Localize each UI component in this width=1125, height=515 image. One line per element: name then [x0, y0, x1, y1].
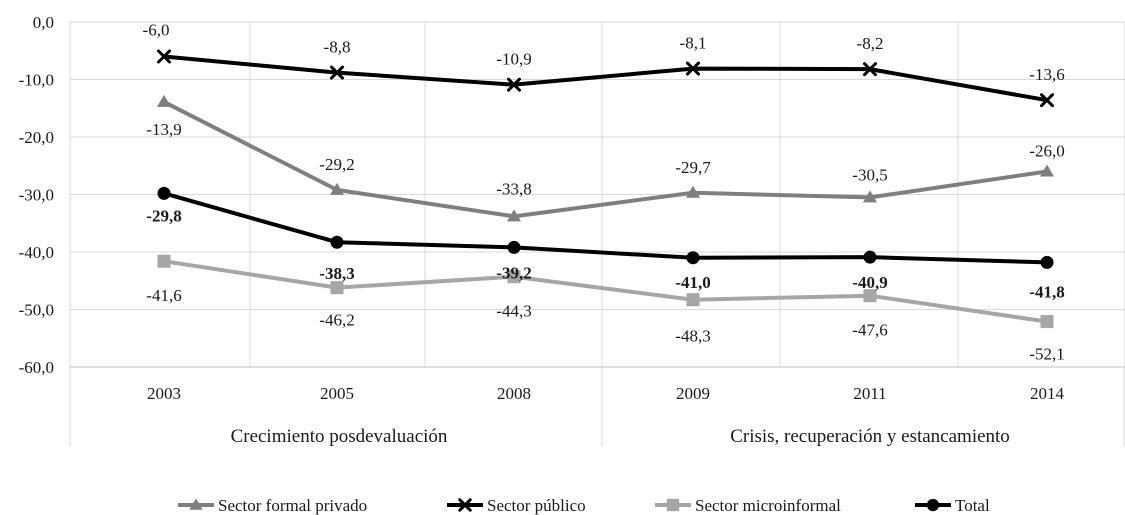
data-label: -13,6: [1029, 65, 1064, 84]
data-label: -44,3: [496, 302, 531, 321]
series-x: [157, 49, 1054, 108]
square-marker: [686, 293, 700, 307]
y-tick-label: -20,0: [19, 128, 54, 147]
circle-marker: [157, 186, 171, 200]
data-label: -8,1: [680, 34, 707, 53]
square-marker: [863, 289, 877, 303]
x-marker: [330, 65, 344, 80]
series-line: [163, 259, 1048, 324]
series-triangle: [157, 94, 1054, 222]
x-tick-label: 2011: [853, 384, 886, 403]
y-tick-label: -10,0: [19, 71, 54, 90]
category-group-label: Crisis, recuperación y estancamiento: [730, 426, 1010, 447]
x-tick-label: 2003: [147, 384, 181, 403]
data-label: -6,0: [143, 21, 170, 40]
triangle-marker: [1040, 164, 1054, 177]
legend-label: Sector formal privado: [218, 496, 367, 515]
x-marker: [458, 498, 472, 512]
data-label: -41,8: [1029, 282, 1064, 301]
data-label: -8,8: [324, 38, 351, 57]
x-tick-label: 2005: [320, 384, 354, 403]
data-label: -33,8: [496, 179, 531, 198]
x-marker: [157, 49, 171, 64]
data-label: -46,2: [319, 311, 354, 330]
legend-entry: Sector público: [447, 496, 586, 515]
data-label: -10,9: [496, 50, 531, 69]
x-tick-label: 2008: [497, 384, 531, 403]
square-marker: [330, 281, 344, 295]
series-circle: [157, 186, 1054, 269]
series-square: [157, 254, 1054, 329]
series-line: [163, 191, 1048, 265]
y-tick-label: -30,0: [19, 186, 54, 205]
circle-marker: [863, 250, 877, 264]
circle-marker: [330, 235, 344, 249]
circle-marker: [1040, 255, 1054, 269]
data-label: -52,1: [1029, 345, 1064, 364]
triangle-marker: [189, 498, 203, 510]
legend-entry: Sector microinformal: [655, 496, 841, 515]
square-marker: [507, 270, 521, 284]
square-marker: [666, 498, 680, 512]
data-label: -29,7: [675, 158, 711, 177]
data-label: -39,2: [496, 263, 531, 282]
circle-marker: [507, 240, 521, 254]
circle-marker: [926, 498, 940, 512]
data-label: -26,0: [1029, 142, 1064, 161]
data-label: -41,0: [675, 273, 710, 292]
data-label: -29,8: [146, 206, 181, 225]
square-marker: [157, 254, 171, 268]
legend-label: Sector microinformal: [695, 496, 841, 515]
triangle-marker: [863, 190, 877, 203]
data-label: -48,3: [675, 327, 710, 346]
gridlines: [69, 21, 1125, 367]
x-marker: [507, 77, 521, 92]
series-line: [163, 54, 1048, 103]
square-marker: [1040, 315, 1054, 329]
legend-label: Total: [955, 496, 990, 515]
circle-marker: [686, 251, 700, 265]
triangle-marker: [507, 209, 521, 222]
x-tick-label: 2009: [676, 384, 710, 403]
triangle-marker: [157, 94, 171, 107]
category-group-label: Crecimiento posdevaluación: [231, 426, 448, 447]
data-label: -8,2: [857, 34, 884, 53]
x-marker: [863, 62, 877, 77]
y-tick-label: -40,0: [19, 243, 54, 262]
data-label: -40,9: [852, 273, 887, 292]
legend-label: Sector público: [487, 496, 586, 515]
data-label: -38,3: [319, 264, 354, 283]
x-tick-label: 2014: [1030, 384, 1065, 403]
legend-entry: Sector formal privado: [178, 496, 367, 515]
data-label: -29,2: [319, 155, 354, 174]
data-label: -13,9: [146, 120, 181, 139]
data-label: -47,6: [852, 321, 887, 340]
y-tick-label: -60,0: [19, 358, 54, 377]
data-label: -41,6: [146, 286, 181, 305]
series-line: [163, 100, 1048, 219]
triangle-marker: [330, 182, 344, 195]
data-label: -30,5: [852, 165, 887, 184]
legend-entry: Total: [915, 496, 990, 515]
x-marker: [686, 61, 700, 76]
y-tick-label: -50,0: [19, 301, 54, 320]
x-marker: [1040, 93, 1054, 108]
triangle-marker: [686, 185, 700, 198]
y-tick-label: 0,0: [33, 13, 54, 32]
